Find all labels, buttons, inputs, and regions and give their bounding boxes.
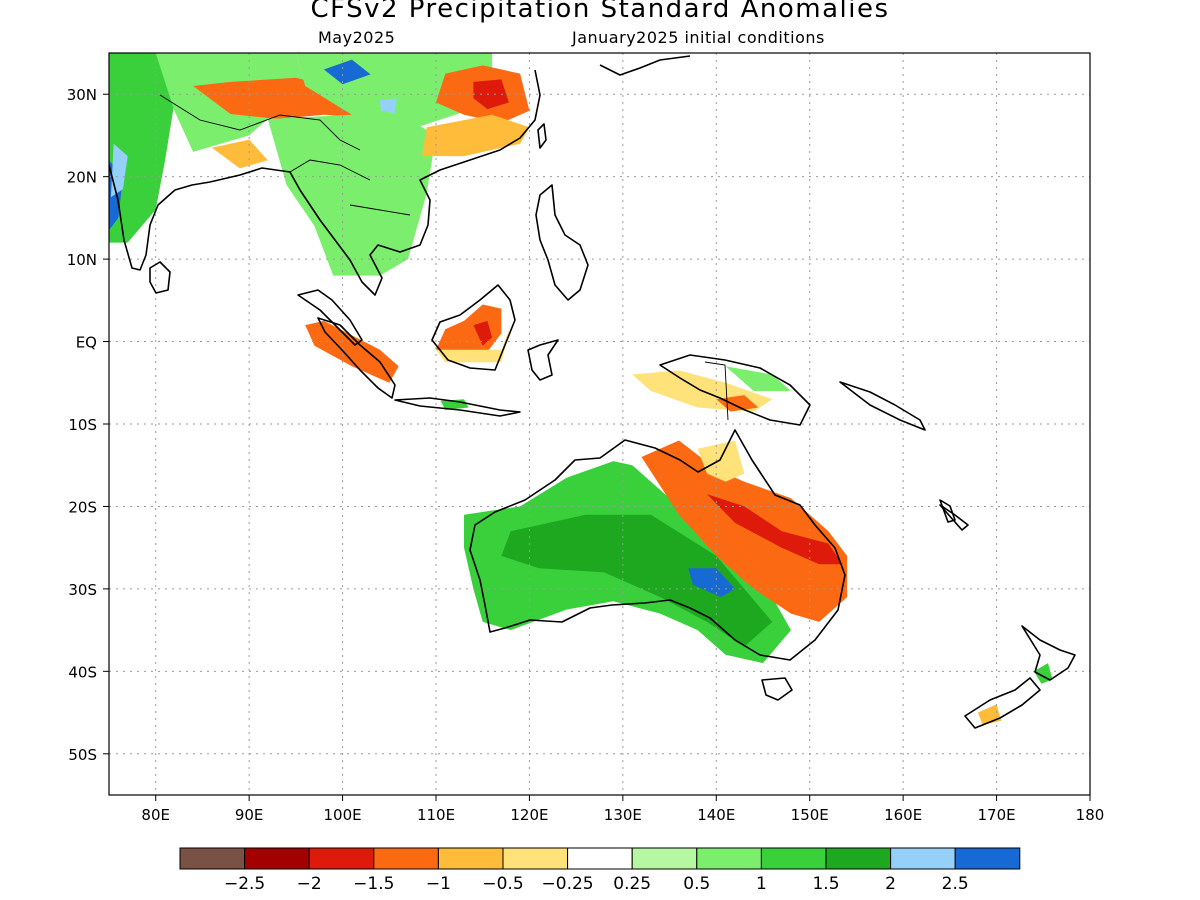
coastline-new-caledonia xyxy=(939,499,956,523)
colorbar-swatch xyxy=(696,847,762,870)
anomaly-region-borneo-orange xyxy=(436,304,502,358)
y-tick-label: 30N xyxy=(67,86,97,104)
anomaly-region-bangladesh-yellow xyxy=(211,139,268,169)
colorbar-label: −1 xyxy=(426,874,451,894)
coastline-new-zealand-north xyxy=(1021,625,1076,681)
coastline-australia xyxy=(469,429,846,661)
coastline-borneo xyxy=(431,284,516,371)
anomaly-region-india-light-blue xyxy=(110,143,128,198)
colorbar-swatch xyxy=(825,847,892,870)
colorbar-swatch xyxy=(631,847,698,870)
y-tick-label: EQ xyxy=(76,334,97,352)
colorbar-label: 2.5 xyxy=(942,874,969,894)
coastline-sulawesi xyxy=(527,339,559,381)
coastline-solomon-islands xyxy=(839,381,926,431)
anomaly-region-sumatra-orange xyxy=(305,320,399,383)
y-tick-label: 10S xyxy=(68,416,97,434)
y-tick-label: 20S xyxy=(68,498,97,516)
colorbar-label: 1.5 xyxy=(812,874,839,894)
y-axis: 30N 20N 10N EQ 10S 20S 30S 40S 50S xyxy=(67,86,109,764)
coastline-new-zealand-south xyxy=(964,677,1041,729)
colorbar-swatch xyxy=(244,847,310,870)
colorbar-swatch xyxy=(954,847,1021,870)
y-tick-label: 40S xyxy=(68,663,97,681)
colorbar-label: 0.5 xyxy=(683,874,710,894)
x-tick-label: 130E xyxy=(604,806,642,824)
x-tick-label: 170E xyxy=(978,806,1016,824)
anomaly-region-sichuan-light-blue xyxy=(379,98,397,114)
x-tick-label: 180 xyxy=(1076,806,1105,824)
coastline-new-guinea xyxy=(659,354,811,426)
anomaly-region-aus-blue-patch xyxy=(688,568,735,598)
x-tick-label: 100E xyxy=(324,806,362,824)
anomaly-region-india-west-green xyxy=(109,53,175,243)
anomaly-region-south-china-yellow xyxy=(422,114,530,157)
colorbar-label: −0.25 xyxy=(542,874,594,894)
anomaly-region-aus-east-red-core xyxy=(706,494,843,565)
coastline-tasmania xyxy=(761,677,793,701)
coastline-sri-lanka xyxy=(149,261,171,294)
anomaly-region-borneo-red-core xyxy=(473,320,493,346)
border-lines xyxy=(159,94,729,421)
valid-month-label: May2025 xyxy=(318,28,396,47)
colorbar-label: −2.5 xyxy=(224,874,265,894)
y-tick-label: 50S xyxy=(68,746,97,764)
x-tick-label: 160E xyxy=(884,806,922,824)
anomaly-region-borneo-yellow-edge xyxy=(436,325,511,363)
colorbar-swatch xyxy=(308,847,375,870)
colorbar-label: 1 xyxy=(756,874,767,894)
colorbar-label: 0.25 xyxy=(613,874,651,894)
colorbar-swatch xyxy=(760,847,827,870)
x-tick-label: 150E xyxy=(791,806,829,824)
x-tick-label: 110E xyxy=(417,806,455,824)
anomaly-region-aus-central-dark-green xyxy=(501,514,773,647)
coastline-vanuatu xyxy=(939,504,969,531)
graticule xyxy=(109,53,1090,795)
anomaly-region-tibet-blue xyxy=(323,59,371,85)
colorbar-label: −2 xyxy=(297,874,322,894)
coastline-taiwan xyxy=(537,123,547,149)
coastline-japan xyxy=(599,55,691,76)
map-title: CFSv2 Precipitation Standard Anomalies xyxy=(310,0,890,24)
coastline-java xyxy=(394,397,521,417)
colorbar-swatch xyxy=(502,847,569,870)
colorbar-swatch xyxy=(437,847,504,870)
y-tick-label: 20N xyxy=(67,169,97,187)
x-tick-label: 140E xyxy=(697,806,735,824)
x-axis: 80E 90E 100E 110E 120E 130E 140E 150E 160E 170E 18… xyxy=(141,795,1104,824)
anomaly-region-se-asia-green xyxy=(267,114,436,276)
anomaly-region-aus-east-orange xyxy=(641,440,848,622)
anomaly-region-png-green xyxy=(725,366,791,391)
colorbar-swatch xyxy=(890,847,956,870)
coastline-india xyxy=(109,164,211,271)
coastline-malay-peninsula xyxy=(297,289,363,346)
colorbar-swatch xyxy=(567,847,633,870)
y-tick-label: 30S xyxy=(68,581,97,599)
x-tick-label: 90E xyxy=(235,806,264,824)
anomaly-region-china-east-red-core xyxy=(473,79,509,110)
colorbar-label: 2 xyxy=(885,874,896,894)
colorbar-swatch xyxy=(373,847,439,870)
x-tick-label: 80E xyxy=(141,806,170,824)
colorbar-label: −0.5 xyxy=(482,874,523,894)
coastline-sumatra xyxy=(317,317,396,399)
colorbar-label: −1.5 xyxy=(353,874,394,894)
colorbar-legend: −2.5 −2 −1.5 −1 −0.5 −0.25 0.25 0.5 1 1.5 2 2.5 xyxy=(179,847,1021,894)
y-tick-label: 10N xyxy=(67,251,97,269)
coastline-philippines xyxy=(535,184,589,301)
anomaly-region-aus-yellow-edge xyxy=(697,440,745,482)
coastline-layer xyxy=(109,55,1076,729)
x-tick-label: 120E xyxy=(510,806,548,824)
anomaly-fill-layer xyxy=(109,53,1053,725)
initial-conditions-label: January2025 initial conditions xyxy=(572,28,825,47)
coastline-indochina xyxy=(209,69,541,296)
colorbar-swatch xyxy=(179,847,246,870)
